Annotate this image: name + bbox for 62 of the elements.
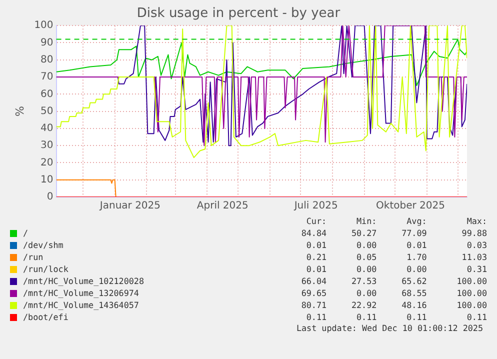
text: 27.53 <box>350 275 377 287</box>
x-tick-label: April 2025 <box>196 200 248 212</box>
text: 84.84 <box>300 227 327 239</box>
text: 22.92 <box>350 299 377 311</box>
text: 0.01 <box>305 239 327 251</box>
text: 0.00 <box>406 263 427 275</box>
y-tick-label: 50 <box>40 106 54 117</box>
text: 100.00 <box>456 287 487 299</box>
text: 77.09 <box>400 227 427 239</box>
text: 11.03 <box>460 251 487 263</box>
text: 65.62 <box>400 275 427 287</box>
legend-label: / <box>22 227 30 239</box>
chart-title: Disk usage in percent - by year <box>136 6 341 22</box>
text: Avg: <box>406 215 427 227</box>
text: 0.01 <box>305 263 327 275</box>
y-axis-title: % <box>13 106 26 117</box>
text: Min: <box>356 215 377 227</box>
y-tick-label: 20 <box>40 157 54 168</box>
legend-label: /dev/shm <box>22 239 64 251</box>
text: 66.04 <box>300 275 327 287</box>
text: 0.03 <box>466 239 487 251</box>
text: 0.05 <box>356 251 377 263</box>
text: 99.88 <box>460 227 487 239</box>
text: 50.27 <box>350 227 377 239</box>
x-tick-label: Oktober 2025 <box>376 200 446 212</box>
text: 0.00 <box>356 239 377 251</box>
text: 0.01 <box>406 239 427 251</box>
x-tick-label: Juli 2025 <box>293 200 338 212</box>
text: 0.21 <box>305 251 327 263</box>
text: 48.16 <box>400 299 427 311</box>
y-tick-label: 0 <box>46 192 54 203</box>
y-tick-label: 40 <box>40 123 54 134</box>
y-tick-label: 70 <box>40 72 54 83</box>
y-tick-label: 90 <box>40 37 54 48</box>
y-tick-label: 80 <box>40 54 54 66</box>
text: Max: <box>466 215 487 227</box>
y-tick-label: 10 <box>40 174 54 186</box>
legend-label: /mnt/HC_Volume_102120028 <box>22 275 146 287</box>
text: 1.70 <box>406 251 427 263</box>
y-tick-label: 100 <box>34 20 54 32</box>
legend-label: /mnt/HC_Volume_13206974 <box>22 287 140 299</box>
legend-label: /run/lock <box>22 263 70 275</box>
text: 0.00 <box>356 263 377 275</box>
text: 68.55 <box>400 287 427 299</box>
legend-label: /boot/efi <box>22 311 70 323</box>
text: 0.11 <box>305 311 327 323</box>
text: 100.00 <box>456 299 487 311</box>
y-tick-label: 30 <box>40 140 54 152</box>
legend-label: /mnt/HC_Volume_14364057 <box>22 299 140 311</box>
text: 69.65 <box>300 287 327 299</box>
text: 0.11 <box>466 311 487 323</box>
text: Cur: <box>305 215 327 227</box>
text: 80.71 <box>300 299 327 311</box>
text: 0.00 <box>356 287 377 299</box>
text: 100.00 <box>456 275 487 287</box>
text: 0.11 <box>356 311 377 323</box>
y-tick-label: 60 <box>40 88 54 100</box>
x-tick-label: Januar 2025 <box>98 200 161 212</box>
legend-label: /run <box>22 251 44 263</box>
text: 0.11 <box>406 311 427 323</box>
text: 0.31 <box>466 263 487 275</box>
text: Last update: Wed Dec 10 01:00:12 2025 <box>295 323 483 333</box>
